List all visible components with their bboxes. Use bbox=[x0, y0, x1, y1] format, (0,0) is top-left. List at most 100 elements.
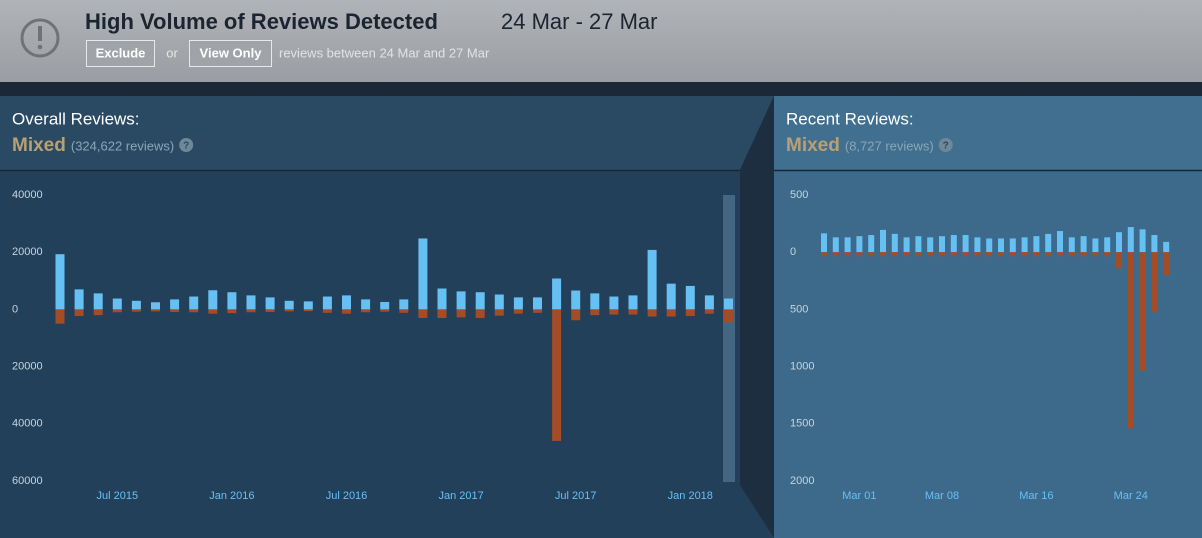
bar bbox=[1092, 252, 1099, 257]
bar bbox=[704, 295, 714, 310]
help-icon bbox=[179, 138, 194, 152]
bar bbox=[939, 252, 945, 257]
recent-panel-header bbox=[774, 96, 1202, 170]
exclude-button-label[interactable]: Exclude bbox=[96, 45, 146, 60]
bar bbox=[974, 237, 981, 253]
bar bbox=[533, 297, 542, 310]
bar bbox=[494, 309, 504, 316]
bar bbox=[880, 252, 886, 257]
bar bbox=[571, 290, 581, 310]
panel-rating: Mixed bbox=[786, 135, 840, 156]
bar bbox=[303, 309, 313, 312]
bar bbox=[1009, 252, 1016, 257]
bar bbox=[950, 235, 957, 253]
x-tick-label: Jul 2015 bbox=[97, 490, 139, 502]
bar bbox=[1045, 233, 1052, 253]
x-tick-label: Mar 08 bbox=[925, 490, 959, 502]
bar bbox=[303, 301, 313, 310]
bar bbox=[112, 298, 122, 310]
warning-icon-bar bbox=[38, 26, 42, 41]
help-icon-label: ? bbox=[943, 141, 949, 152]
bar bbox=[342, 295, 351, 310]
bar bbox=[609, 309, 619, 315]
bar bbox=[265, 309, 275, 312]
y-tick-label: 500 bbox=[790, 189, 808, 201]
exclude-button[interactable] bbox=[86, 40, 155, 67]
y-tick-label: 500 bbox=[790, 303, 808, 315]
bar bbox=[93, 293, 103, 310]
y-tick-label: 0 bbox=[12, 303, 18, 315]
bar bbox=[832, 252, 839, 257]
bar bbox=[1021, 237, 1028, 253]
bar bbox=[1068, 237, 1075, 253]
bar bbox=[998, 252, 1004, 257]
bar bbox=[647, 309, 657, 317]
bar bbox=[962, 252, 969, 257]
bar bbox=[666, 309, 676, 317]
bar bbox=[361, 309, 371, 313]
x-tick-label: Mar 24 bbox=[1114, 490, 1148, 502]
bar bbox=[74, 309, 84, 316]
bar bbox=[647, 249, 657, 310]
bar bbox=[821, 233, 827, 253]
bar bbox=[685, 285, 695, 310]
warning-icon bbox=[20, 18, 60, 58]
bar bbox=[170, 309, 180, 312]
banner-title: High Volume of Reviews Detected bbox=[85, 9, 438, 34]
bar bbox=[189, 309, 199, 313]
bar bbox=[939, 236, 945, 253]
bar bbox=[74, 289, 84, 310]
bar bbox=[456, 291, 466, 310]
bar bbox=[170, 299, 180, 310]
x-tick-label: Mar 16 bbox=[1019, 490, 1053, 502]
bar bbox=[1092, 238, 1099, 253]
x-tick-label: Jan 2017 bbox=[438, 490, 483, 502]
bar bbox=[380, 301, 390, 310]
view-only-button-label[interactable]: View Only bbox=[200, 45, 263, 60]
y-tick-label: 1000 bbox=[790, 361, 814, 373]
panel-label: Overall Reviews: bbox=[12, 109, 140, 128]
panel-rating: Mixed bbox=[12, 135, 66, 156]
bar bbox=[986, 252, 993, 257]
bar bbox=[844, 237, 851, 253]
bar bbox=[685, 309, 695, 316]
bar bbox=[1163, 241, 1170, 253]
bar bbox=[1080, 252, 1087, 257]
banner-date-range: 24 Mar - 27 Mar bbox=[501, 9, 658, 34]
bar bbox=[1068, 252, 1075, 257]
bar bbox=[856, 252, 863, 257]
bar bbox=[361, 299, 371, 310]
bar bbox=[418, 238, 428, 310]
overall-panel-header bbox=[0, 96, 774, 170]
bar bbox=[1057, 231, 1063, 253]
bar bbox=[1127, 252, 1134, 429]
bar bbox=[998, 238, 1004, 253]
view-only-button[interactable] bbox=[189, 40, 272, 67]
bar bbox=[437, 288, 447, 310]
bar bbox=[552, 309, 562, 441]
bar bbox=[1045, 252, 1052, 257]
bar bbox=[724, 309, 733, 323]
bar bbox=[1163, 252, 1170, 276]
bar bbox=[380, 309, 390, 312]
bar bbox=[950, 252, 957, 257]
bar bbox=[915, 236, 922, 253]
bar bbox=[1080, 236, 1087, 253]
bar bbox=[55, 309, 65, 324]
bar bbox=[724, 298, 733, 310]
banner-note: reviews between 24 Mar and 27 Mar bbox=[279, 45, 490, 60]
bar bbox=[1139, 229, 1146, 253]
bar bbox=[868, 252, 875, 257]
bar bbox=[974, 252, 981, 257]
bar bbox=[131, 309, 141, 312]
bar bbox=[227, 309, 237, 314]
bar bbox=[1151, 235, 1158, 253]
bar bbox=[55, 254, 65, 310]
x-tick-label: Jan 2016 bbox=[209, 490, 254, 502]
bar bbox=[513, 297, 523, 310]
bar bbox=[821, 252, 827, 257]
bar bbox=[533, 309, 542, 313]
bar bbox=[1033, 252, 1040, 257]
bar bbox=[1139, 252, 1146, 371]
